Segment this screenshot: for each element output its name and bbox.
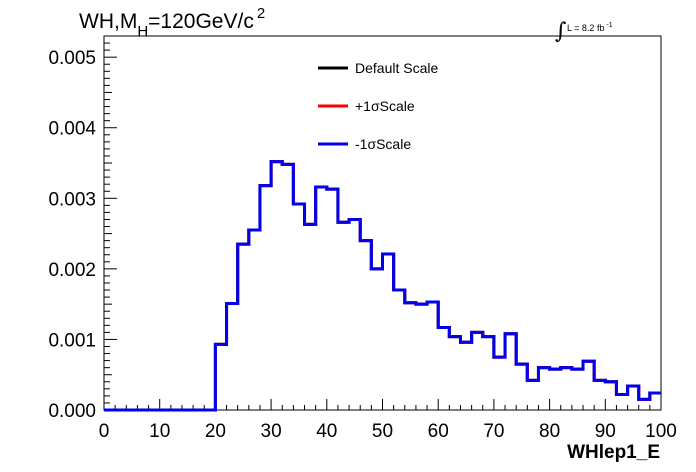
series-line-0 (104, 160, 661, 412)
plot-frame (103, 35, 662, 411)
series-layer (104, 160, 661, 412)
x-tick-label: 80 (539, 421, 560, 442)
series-line-1 (104, 160, 661, 412)
y-tick-label: 0.002 (48, 260, 96, 281)
y-tick-label: 0.000 (48, 401, 96, 422)
integral-symbol: ∫ (555, 19, 567, 44)
x-axis-label: WHlep1_E (567, 442, 660, 463)
x-tick-label: 90 (595, 421, 616, 442)
legend: Default Scale +1σScale -1σScale (318, 60, 438, 152)
y-tick-label: 0.005 (48, 48, 96, 69)
x-tick-label: 40 (316, 421, 337, 442)
x-tick-label: 20 (205, 421, 226, 442)
x-tick-label: 60 (428, 421, 449, 442)
y-axis: 0.000 0.001 0.002 0.003 0.004 0.005 (48, 42, 117, 422)
x-tick-label: 0 (99, 421, 110, 442)
y-tick-label: 0.001 (48, 330, 96, 351)
y-tick-label: 0.003 (48, 189, 96, 210)
y-tick-label: 0.004 (48, 119, 96, 140)
series-line-2 (104, 160, 661, 412)
legend-label: Default Scale (355, 60, 438, 76)
x-tick-label: 10 (149, 421, 170, 442)
x-tick-label: 100 (645, 421, 677, 442)
luminosity-label: L = 8.2 fb -1 (567, 22, 613, 33)
chart-title: WH,MH=120GeV/c 2 (79, 5, 265, 40)
legend-label: -1σScale (355, 136, 411, 152)
x-tick-label: 70 (483, 421, 504, 442)
x-tick-label: 30 (261, 421, 282, 442)
x-tick-label: 50 (372, 421, 393, 442)
x-axis: 0 10 20 30 40 50 60 70 80 90 100 (99, 399, 677, 442)
legend-label: +1σScale (355, 98, 415, 114)
